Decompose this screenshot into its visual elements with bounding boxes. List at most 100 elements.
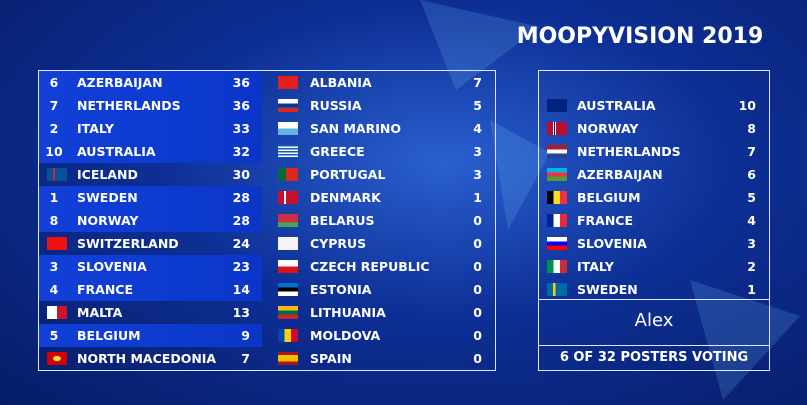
country-name: BELGIUM [77,328,141,343]
score-row: ICELAND 30 [39,163,262,186]
score-row: ESTONIA 0 [262,278,494,301]
received-points: 1 [49,190,59,205]
received-points: 3 [49,259,59,274]
country-name: SPAIN [310,351,352,366]
score-row: 10 AUSTRALIA 32 [39,140,262,163]
received-points: 2 [49,121,59,136]
received-points: 7 [49,98,59,113]
score-row: SWITZERLAND 24 [39,232,262,255]
vote-row: BELGIUM 5 [539,186,768,209]
flag [47,352,67,365]
title: MOOPYVISION 2019 [516,24,764,49]
scoreboard-box [38,70,496,371]
country-name: AZERBAIJAN [77,75,163,90]
flag [278,283,298,296]
country-name: SWEDEN [77,190,138,205]
flag [47,306,67,319]
score-row: MALTA 13 [39,301,262,324]
divider [539,299,769,300]
voter-name: Alex [634,310,674,331]
total-points: 0 [473,351,482,366]
voting-footer: 6 OF 32 POSTERS VOTING [559,350,749,365]
country-name: LITHUANIA [310,305,386,320]
vote-row: AZERBAIJAN 6 [539,163,768,186]
country-name: MOLDOVA [310,328,381,343]
country-name: FRANCE [77,282,134,297]
flag [278,214,298,227]
country-name: CZECH REPUBLIC [310,259,430,274]
flag [278,237,298,250]
points-given: 2 [747,259,756,274]
score-row: LITHUANIA 0 [262,301,494,324]
country-name: ITALY [577,259,614,274]
total-points: 0 [473,282,482,297]
total-points: 14 [232,282,250,297]
flag [278,260,298,273]
vote-row: SLOVENIA 3 [539,232,768,255]
country-name: ITALY [77,121,114,136]
flag [278,306,298,319]
flag [47,237,67,250]
flag [278,168,298,181]
flag [278,191,298,204]
received-points: 6 [49,75,59,90]
score-row: BELARUS 0 [262,209,494,232]
country-name: NORTH MACEDONIA [77,351,217,366]
score-row: CYPRUS 0 [262,232,494,255]
vote-row: SWEDEN 1 [539,278,768,301]
score-row: GREECE 3 [262,140,494,163]
country-name: AUSTRALIA [577,98,656,113]
total-points: 32 [232,144,250,159]
flag [278,99,298,112]
total-points: 36 [232,75,250,90]
total-points: 0 [473,328,482,343]
received-points: 8 [49,213,59,228]
total-points: 3 [473,144,482,159]
total-points: 0 [473,259,482,274]
points-given: 4 [747,213,756,228]
vote-row: NETHERLANDS 7 [539,140,768,163]
total-points: 33 [232,121,250,136]
score-row: 7 NETHERLANDS 36 [39,94,262,117]
country-name: ESTONIA [310,282,372,297]
country-name: DENMARK [310,190,381,205]
score-row: 4 FRANCE 14 [39,278,262,301]
country-name: FRANCE [577,213,634,228]
total-points: 28 [232,190,250,205]
score-row: 8 NORWAY 28 [39,209,262,232]
points-given: 8 [747,121,756,136]
country-name: SAN MARINO [310,121,401,136]
total-points: 0 [473,305,482,320]
voting-box [538,70,770,371]
country-name: MALTA [77,305,123,320]
received-points: 10 [45,144,63,159]
points-given: 1 [747,282,756,297]
total-points: 36 [232,98,250,113]
country-name: ALBANIA [310,75,372,90]
total-points: 28 [232,213,250,228]
points-given: 6 [747,167,756,182]
score-row: MOLDOVA 0 [262,324,494,347]
flag [278,122,298,135]
total-points: 5 [473,98,482,113]
flag [547,214,567,227]
score-row: NORTH MACEDONIA 7 [39,347,262,370]
country-name: SLOVENIA [77,259,147,274]
total-points: 0 [473,213,482,228]
country-name: NORWAY [77,213,139,228]
country-name: PORTUGAL [310,167,386,182]
flag [547,99,567,112]
flag [547,145,567,158]
points-given: 10 [738,98,756,113]
score-row: 5 BELGIUM 9 [39,324,262,347]
country-name: SLOVENIA [577,236,647,251]
score-row: 1 SWEDEN 28 [39,186,262,209]
flag [278,329,298,342]
country-name: CYPRUS [310,236,367,251]
score-row: CZECH REPUBLIC 0 [262,255,494,278]
score-row: 6 AZERBAIJAN 36 [39,71,262,94]
vote-row: FRANCE 4 [539,209,768,232]
total-points: 30 [232,167,250,182]
country-name: AZERBAIJAN [577,167,663,182]
